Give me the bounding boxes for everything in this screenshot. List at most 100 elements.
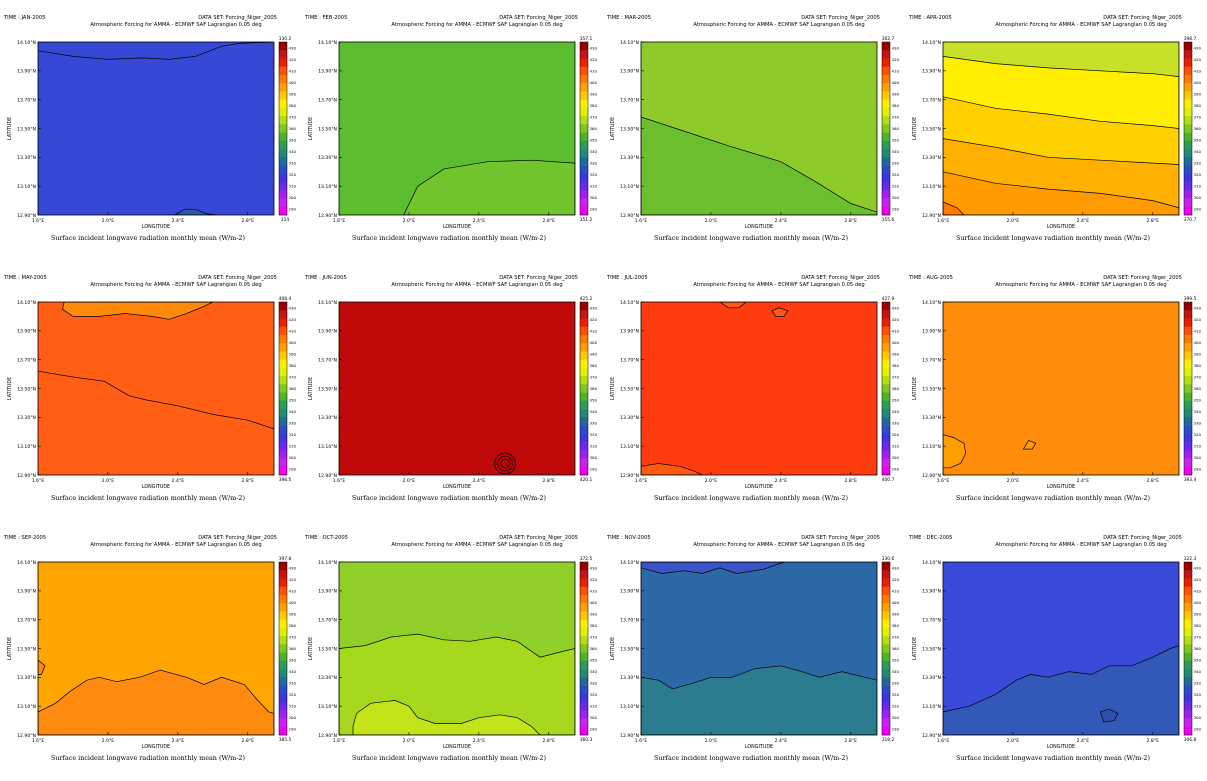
colorbar-swatch [580, 351, 588, 360]
y-tick-label: 13.10°N [17, 184, 36, 190]
dataset-label: DATA SET: Forcing_Niger_2005 [1103, 275, 1182, 281]
colorbar-label: 430 [289, 566, 297, 571]
map-panel: TIME : NOV-2005 DATA SET: Forcing_Niger_2… [605, 522, 906, 781]
colorbar-swatch [1184, 107, 1192, 117]
colorbar-swatch [580, 165, 588, 175]
colorbar-label: 290 [289, 727, 297, 732]
x-tick-label: 2.4°E [775, 218, 788, 224]
contour-group [943, 645, 1179, 735]
colorbar-frame [278, 561, 288, 736]
y-tick-label: 13.30°N [17, 415, 36, 421]
x-axis-label: LONGITUDE [745, 744, 773, 750]
colorbar-label: 400 [590, 600, 598, 605]
colorbar-swatch [1184, 149, 1192, 158]
colorbar-swatch [1184, 586, 1192, 596]
colorbar-swatch [882, 66, 890, 76]
colorbar-min: 351.2 [580, 217, 593, 223]
x-tick-label: 2.0°E [403, 738, 416, 744]
colorbar-label: 320 [590, 432, 598, 437]
colorbar-label: 380 [1194, 363, 1202, 368]
colorbar-label: 330 [590, 421, 598, 426]
colorbar-label: 430 [1194, 566, 1202, 571]
colorbar-label: 380 [1194, 103, 1202, 108]
map-panel: TIME : JUN-2005 DATA SET: Forcing_Niger_2… [303, 262, 604, 521]
colorbar-label: 410 [590, 589, 598, 594]
colorbar-label: 430 [1194, 46, 1202, 51]
colorbar-label: 330 [892, 421, 900, 426]
contour-group [38, 42, 274, 215]
dataset-label: DATA SET: Forcing_Niger_2005 [1103, 535, 1182, 541]
x-tick-label: 2.4°E [473, 738, 486, 744]
colorbar-label: 290 [289, 467, 297, 472]
y-tick-label: 13.70°N [318, 617, 337, 623]
colorbar-label: 410 [1194, 589, 1202, 594]
colorbar-label: 300 [1194, 715, 1202, 720]
colorbar-swatch [580, 693, 588, 703]
colorbar-swatch [580, 140, 588, 150]
colorbar-label: 430 [289, 46, 297, 51]
colorbar-swatch [580, 409, 588, 418]
y-tick-label: 13.30°N [17, 675, 36, 681]
colorbar-swatch [1184, 562, 1192, 571]
y-tick-label: 13.10°N [922, 704, 941, 710]
colorbar-label: 390 [590, 92, 598, 97]
colorbar-swatch [279, 157, 287, 166]
colorbar-label: 350 [892, 398, 900, 403]
y-axis-label: LATITUDE [308, 637, 314, 660]
colorbar-label: 420 [590, 57, 598, 62]
x-tick-label: 1.6°E [635, 738, 648, 744]
colorbar-label: 350 [289, 658, 297, 663]
colorbar-min: 360.3 [580, 737, 593, 743]
colorbar-label: 350 [1194, 138, 1202, 143]
colorbar-label: 370 [289, 635, 297, 640]
y-tick-label: 14.10°N [620, 40, 639, 46]
colorbar-swatch [882, 450, 890, 459]
colorbar-swatch [279, 107, 287, 117]
colorbar-label: 300 [590, 195, 598, 200]
y-tick-label: 14.10°N [620, 560, 639, 566]
y-tick-label: 14.10°N [922, 560, 941, 566]
colorbar-max: 322.3 [1184, 556, 1197, 562]
colorbar-swatch [882, 173, 890, 183]
y-tick-label: 13.10°N [620, 184, 639, 190]
colorbar-swatch [1184, 611, 1192, 620]
colorbar-swatch [279, 99, 287, 109]
colorbar-swatch [279, 124, 287, 133]
colorbar-label: 300 [590, 715, 598, 720]
panel-svg: TIME : DEC-2005 DATA SET: Forcing_Niger_2… [908, 535, 1202, 762]
colorbar-swatch [279, 392, 287, 402]
time-label: TIME : OCT-2005 [304, 535, 348, 541]
map-panel: TIME : FEB-2005 DATA SET: Forcing_Niger_2… [303, 2, 604, 261]
map-panel: TIME : APR-2005 DATA SET: Forcing_Niger_2… [907, 2, 1207, 261]
contour-group [641, 116, 877, 215]
y-tick-label: 13.50°N [922, 126, 941, 132]
map-panel: TIME : AUG-2005 DATA SET: Forcing_Niger_2… [907, 262, 1207, 521]
contour-region [641, 562, 785, 574]
colorbar-swatch [580, 302, 588, 311]
time-label: TIME : FEB-2005 [304, 15, 347, 21]
colorbar-swatch [1184, 433, 1192, 443]
colorbar-label: 340 [590, 669, 598, 674]
y-tick-label: 14.10°N [17, 40, 36, 46]
y-tick-label: 14.10°N [922, 300, 941, 306]
x-tick-label: 2.4°E [1077, 478, 1090, 484]
colorbar-label: 330 [289, 161, 297, 166]
map-panel: TIME : MAY-2005 DATA SET: Forcing_Niger_2… [2, 262, 303, 521]
colorbar-swatch [882, 669, 890, 678]
colorbar-swatch [279, 116, 287, 125]
dataset-label: DATA SET: Forcing_Niger_2005 [198, 535, 277, 541]
colorbar-swatch [882, 190, 890, 199]
contour-circle [497, 455, 513, 472]
caption: Surface incident longwave radiation mont… [51, 754, 245, 762]
colorbar-swatch [580, 450, 588, 459]
colorbar-label: 370 [289, 375, 297, 380]
colorbar-label: 310 [1194, 184, 1202, 189]
colorbar-swatch [580, 50, 588, 59]
x-tick-label: 2.0°E [1007, 478, 1020, 484]
time-label: TIME : JAN-2005 [3, 15, 45, 21]
contour-region [641, 463, 703, 475]
colorbar-label: 310 [892, 184, 900, 189]
y-tick-label: 14.10°N [318, 40, 337, 46]
colorbar-min: 355.6 [882, 217, 895, 223]
colorbar-swatch [1184, 124, 1192, 133]
